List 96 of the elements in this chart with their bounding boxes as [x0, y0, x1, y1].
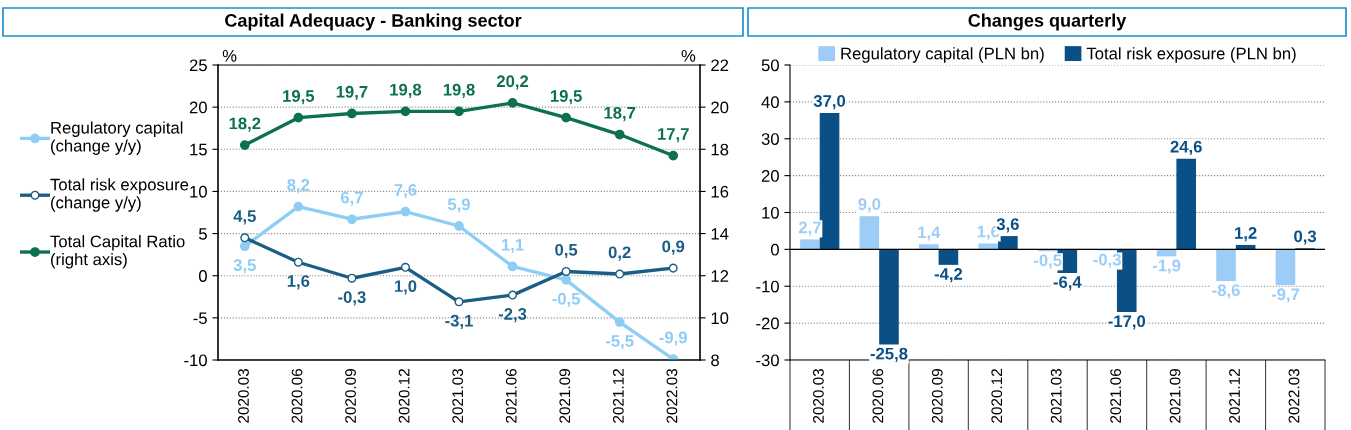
y-tick-label: 20	[189, 101, 207, 114]
data-label: 0,3	[1294, 230, 1317, 245]
chart-title: Changes quarterly	[968, 13, 1127, 31]
data-label: 1,1	[502, 239, 524, 254]
data-label: 37,0	[813, 95, 846, 110]
data-label: 0,5	[555, 243, 578, 259]
y-tick-label: 20	[761, 170, 779, 182]
y2-tick-label: 8	[711, 354, 719, 367]
data-label: 24,6	[1170, 140, 1202, 156]
data-label: -0,3	[1093, 253, 1121, 268]
y-tick-label: 0	[198, 270, 207, 282]
data-label: 1,0	[394, 280, 417, 295]
x-tick-label: 2020.09	[931, 369, 943, 423]
data-label: 6,7	[340, 191, 363, 206]
data-label: 5,9	[447, 198, 470, 213]
y-tick-label: -30	[756, 354, 779, 367]
x-tick-label: 2020.12	[991, 369, 1003, 423]
data-label: 8,2	[287, 179, 310, 194]
data-label: -0,3	[338, 291, 366, 306]
y-tick-label: 0	[770, 243, 779, 256]
y-tick-label: 15	[190, 143, 207, 156]
y-tick-label: -10	[756, 280, 779, 293]
x-tick-label: 2022.03	[666, 369, 678, 423]
y2-tick-label: 16	[711, 185, 729, 198]
data-label: -2,3	[498, 308, 527, 323]
y-tick-label: -10	[184, 354, 207, 367]
y-tick-label: -20	[756, 317, 779, 330]
x-tick-label: 2021.03	[452, 369, 464, 423]
data-label: 3,5	[233, 259, 256, 274]
data-label: 3,6	[996, 218, 1019, 233]
data-label: -0,5	[1033, 254, 1062, 269]
data-label: 20,2	[496, 75, 529, 90]
x-tick-label: 2021.09	[559, 369, 571, 423]
data-label: -9,9	[659, 331, 687, 346]
y2-tick-label: 10	[711, 312, 729, 325]
x-tick-label: 2021.12	[1229, 369, 1240, 423]
x-tick-label: 2020.06	[872, 369, 884, 423]
x-tick-label: 2020.03	[238, 369, 249, 423]
data-label: 1,4	[918, 226, 941, 241]
text: %	[222, 49, 237, 62]
y-tick-label: 25	[189, 59, 207, 72]
chart-title: Capital Adequacy - Banking sector	[225, 13, 522, 31]
x-tick-label: 2020.09	[345, 369, 356, 423]
y-tick-label: 5	[198, 228, 207, 240]
data-label: 18,2	[229, 117, 261, 132]
y2-tick-label: 14	[711, 228, 729, 240]
legend-label: Total risk exposure (PLN bn)	[1086, 47, 1296, 63]
data-label: -17,0	[1108, 315, 1146, 330]
y-tick-label: 10	[762, 206, 779, 219]
data-label: 19,7	[336, 85, 368, 101]
x-tick-label: 2021.06	[1110, 369, 1122, 423]
data-label: 4,5	[233, 210, 256, 225]
data-label: 2,7	[798, 221, 821, 236]
data-label: 19,8	[443, 83, 475, 98]
x-tick-label: 2021.12	[612, 369, 624, 423]
data-label: 1,2	[1235, 227, 1257, 242]
data-label: 1,6	[287, 275, 310, 290]
data-label: -6,4	[1053, 276, 1082, 291]
legend-label: Total risk exposure (change y/y)	[50, 178, 189, 212]
y2-tick-label: 20	[711, 101, 729, 114]
y-tick-label: 10	[190, 185, 207, 198]
data-label: -5,5	[605, 335, 634, 350]
data-label: 0,2	[608, 246, 631, 261]
data-label: -4,2	[934, 268, 963, 283]
data-label: -0,5	[552, 292, 581, 308]
y2-tick-label: 22	[711, 59, 729, 72]
data-label: 0,9	[662, 240, 685, 255]
y-tick-label: 30	[761, 133, 779, 145]
data-label: 9,0	[858, 198, 881, 213]
data-label: -25,8	[870, 347, 908, 362]
x-tick-label: 2021.06	[505, 369, 517, 423]
legend-label: Total Capital Ratio (right axis)	[50, 235, 185, 269]
x-tick-label: 2020.06	[291, 369, 303, 423]
x-tick-label: 2020.12	[398, 369, 410, 423]
y2-tick-label: 18	[711, 143, 729, 156]
data-label: -8,6	[1212, 284, 1240, 299]
x-tick-label: 2022.03	[1288, 369, 1300, 423]
data-label: 19,8	[390, 83, 422, 98]
y2-tick-label: 12	[711, 270, 729, 282]
y-tick-label: 50	[761, 59, 779, 72]
x-tick-label: 2020.03	[813, 369, 824, 423]
legend-label: Regulatory capital (change y/y)	[51, 121, 183, 155]
legend-label: Regulatory capital (PLN bn)	[841, 47, 1044, 63]
y-tick-label: 40	[761, 96, 779, 109]
data-label: 17,7	[658, 128, 689, 143]
data-label: -3,1	[445, 314, 473, 329]
data-label: 7,6	[394, 184, 417, 199]
data-label: 18,7	[604, 106, 636, 122]
y-tick-label: -5	[193, 312, 207, 325]
x-tick-label: 2021.03	[1050, 369, 1062, 423]
data-label: -9,7	[1271, 288, 1300, 303]
data-label: 19,5	[283, 90, 315, 105]
data-label: -1,9	[1152, 259, 1181, 274]
text: %	[681, 49, 696, 62]
data-label: 19,5	[550, 90, 582, 105]
x-tick-label: 2021.09	[1169, 369, 1181, 423]
